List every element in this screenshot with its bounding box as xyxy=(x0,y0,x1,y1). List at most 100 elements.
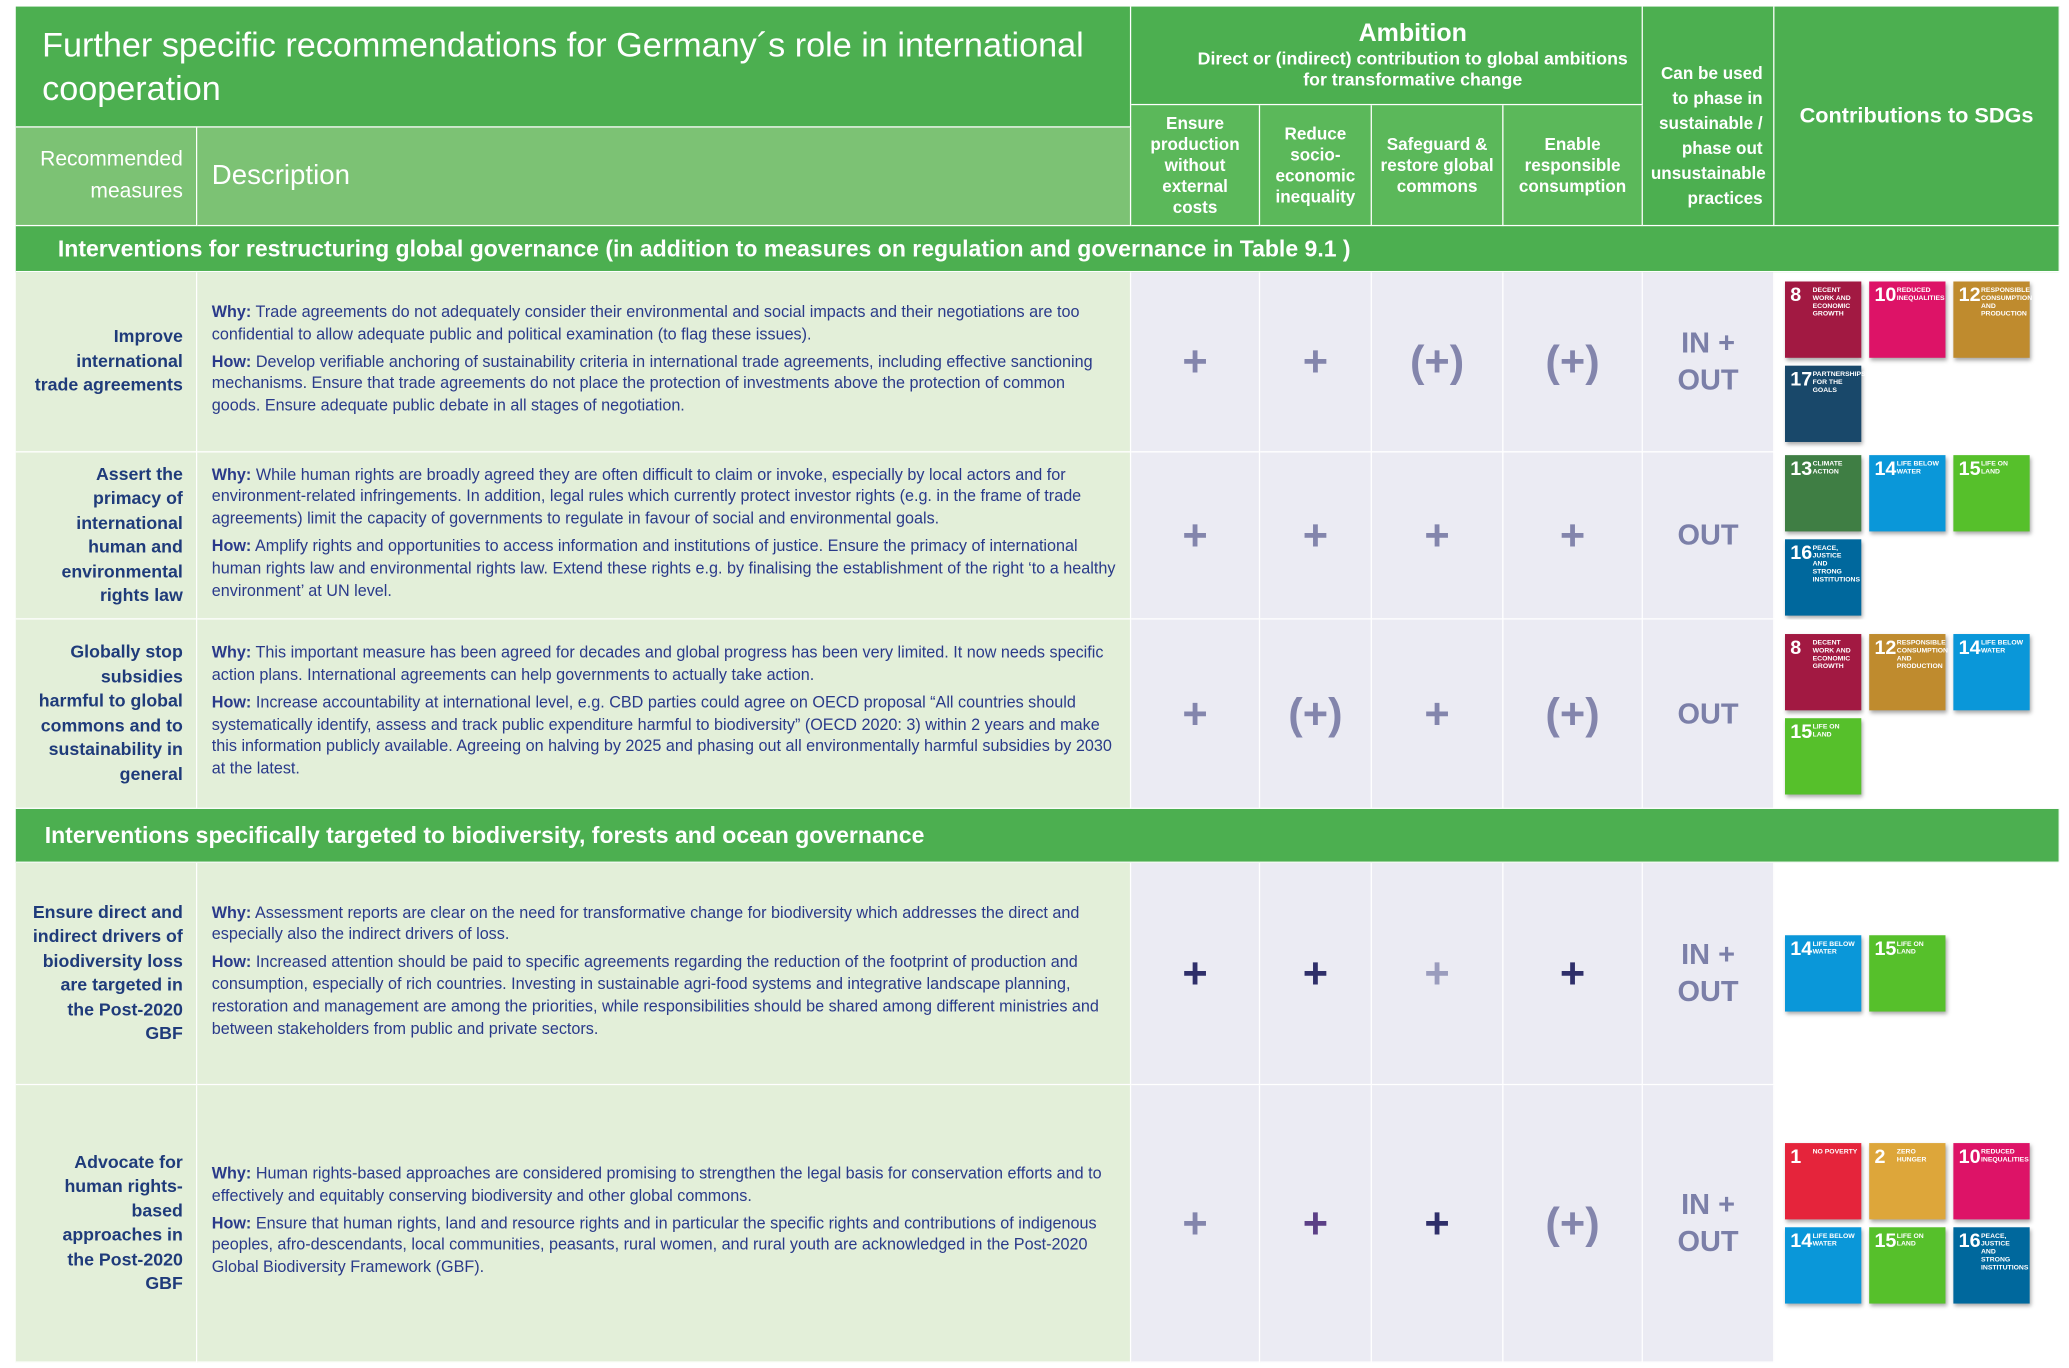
ambition-mark: (+) xyxy=(1409,336,1465,386)
sdg-number: 14 xyxy=(1958,635,1981,659)
ambition-cell: (+) xyxy=(1503,272,1643,453)
why-text: This important measure has been agreed f… xyxy=(211,643,1104,684)
ambition-column-label: Reduce socio-economic inequality xyxy=(1275,122,1356,206)
why-paragraph: Why: This important measure has been agr… xyxy=(212,642,1117,686)
phase-text: IN + OUT xyxy=(1677,326,1739,396)
why-paragraph: Why: While human rights are broadly agre… xyxy=(212,464,1117,530)
ambition-header: Ambition Direct or (indirect) contributio… xyxy=(1131,6,1643,106)
measure-cell: Improve international trade agreements xyxy=(15,272,198,453)
how-label: How: xyxy=(211,536,252,556)
sdg-number: 17 xyxy=(1790,368,1813,391)
how-label: How: xyxy=(211,952,252,972)
sdg-label: Contributions to SDGs xyxy=(1799,103,2034,127)
ambition-mark: + xyxy=(1302,336,1329,386)
ambition-cell: (+) xyxy=(1503,619,1643,809)
ambition-cell: + xyxy=(1371,1085,1504,1363)
sdg-tile: 15 LIFE ON LAND xyxy=(1953,455,2030,532)
ambition-mark: + xyxy=(1424,688,1450,738)
ambition-title: Ambition xyxy=(1358,19,1467,48)
sdg-tile: 17 PARTNERSHIPS FOR THE GOALS xyxy=(1784,365,1866,442)
how-text: Amplify rights and opportunities to acce… xyxy=(211,536,1116,600)
ambition-mark: + xyxy=(1424,948,1450,998)
why-label: Why: xyxy=(211,465,252,484)
sdg-tile: 15 LIFE ON LAND xyxy=(1869,1227,1946,1304)
measures-header: Recommended measures xyxy=(15,127,198,227)
ambition-column-header: Enable responsible consumption xyxy=(1503,105,1643,227)
ambition-mark: + xyxy=(1302,510,1329,560)
sdg-cell: 8 DECENT WORK AND ECONOMIC GROWTH 10 REDUCE… xyxy=(1774,272,2060,453)
sdg-label: NO POVERTY xyxy=(1812,1148,1858,1157)
why-label: Why: xyxy=(211,643,252,662)
description-cell: Why: This important measure has been agr… xyxy=(197,619,1132,809)
ambition-mark: (+) xyxy=(1288,688,1343,738)
phase-text: IN + OUT xyxy=(1677,1187,1739,1258)
sdg-number: 15 xyxy=(1958,457,1981,481)
how-paragraph: How: Develop verifiable anchoring of sus… xyxy=(212,351,1117,417)
sdg-tile: 12 RESPONSIBLE CONSUMPTION AND PRODUCTION xyxy=(1869,633,1948,710)
sdg-tile: 8 DECENT WORK AND ECONOMIC GROWTH xyxy=(1784,633,1862,710)
sdg-number: 14 xyxy=(1790,937,1813,961)
sdg-label: PEACE, JUSTICE AND STRONG INSTITUTIONS xyxy=(1980,1232,2029,1272)
ambition-cell: + xyxy=(1503,862,1643,1086)
measure-cell: Assert the primacy of international huma… xyxy=(15,452,198,620)
sdg-number: 14 xyxy=(1874,457,1897,481)
sdg-label: LIFE BELOW WATER xyxy=(1812,940,1855,957)
why-paragraph: Why: Human rights-based approaches are c… xyxy=(212,1163,1117,1207)
why-paragraph: Why: Trade agreements do not adequately … xyxy=(212,301,1117,345)
sdg-tile: 8 DECENT WORK AND ECONOMIC GROWTH xyxy=(1784,281,1862,358)
sdg-number: 12 xyxy=(1874,635,1897,659)
section-band: Interventions for restructuring global g… xyxy=(15,226,2060,273)
why-text: Trade agreements do not adequately consi… xyxy=(211,302,1080,344)
sdg-label: REDUCED INEQUALITIES xyxy=(1980,1148,2029,1165)
sdg-tile: 2 ZERO HUNGER xyxy=(1869,1143,1946,1220)
sdg-cell: 13 CLIMATE ACTION 14 LIFE BELOW WATER 15 LIFE… xyxy=(1774,452,2060,620)
ambition-cell: + xyxy=(1260,452,1372,620)
why-label: Why: xyxy=(211,1164,252,1183)
sdg-label: CLIMATE ACTION xyxy=(1812,460,1843,477)
phase-text: OUT xyxy=(1677,518,1739,552)
ambition-column-label: Ensure production without external costs xyxy=(1150,112,1240,217)
ambition-column-header: Ensure production without external costs xyxy=(1131,105,1261,227)
why-label: Why: xyxy=(211,903,252,922)
ambition-mark: + xyxy=(1182,688,1208,738)
sdg-label: LIFE BELOW WATER xyxy=(1812,1232,1855,1249)
measure-text: Advocate for human rights-based approach… xyxy=(62,1151,183,1294)
sdg-header: Contributions to SDGs xyxy=(1774,6,2060,227)
description-header: Description xyxy=(197,127,1132,227)
sdg-label: LIFE ON LAND xyxy=(1896,940,1924,957)
sdg-number: 15 xyxy=(1790,720,1813,743)
ambition-mark: (+) xyxy=(1545,1198,1600,1247)
how-text: Increased attention should be paid to sp… xyxy=(211,952,1099,1038)
sdg-label: LIFE BELOW WATER xyxy=(1896,460,1939,477)
phase-cell: IN + OUT xyxy=(1642,272,1775,453)
ambition-cell: + xyxy=(1131,619,1261,809)
sdg-number: 16 xyxy=(1790,541,1813,565)
measure-cell: Globally stop subsidies harmful to globa… xyxy=(15,619,198,809)
sdg-label: DECENT WORK AND ECONOMIC GROWTH xyxy=(1812,638,1851,671)
how-paragraph: How: Increased attention should be paid … xyxy=(212,951,1117,1039)
ambition-mark: + xyxy=(1559,948,1586,998)
sdg-tile: 15 LIFE ON LAND xyxy=(1784,717,1862,794)
sdg-tile: 14 LIFE BELOW WATER xyxy=(1784,935,1862,1012)
ambition-mark: + xyxy=(1302,1198,1329,1247)
ambition-column-label: Enable responsible consumption xyxy=(1518,133,1627,196)
measure-text: Assert the primacy of international huma… xyxy=(61,463,183,606)
sdg-number: 8 xyxy=(1790,284,1802,307)
ambition-mark: (+) xyxy=(1545,688,1600,738)
sdg-number: 14 xyxy=(1790,1229,1813,1253)
sdg-label: PEACE, JUSTICE AND STRONG INSTITUTIONS xyxy=(1812,544,1861,585)
header-title-cell: Further specific recommendations for Ger… xyxy=(15,6,1132,128)
ambition-cell: + xyxy=(1260,862,1372,1086)
sdg-tile: 10 REDUCED INEQUALITIES xyxy=(1869,281,1946,358)
why-text: Assessment reports are clear on the need… xyxy=(211,903,1080,944)
ambition-mark: (+) xyxy=(1545,336,1600,386)
ambition-cell: + xyxy=(1131,272,1261,453)
sdg-tile: 12 RESPONSIBLE CONSUMPTION AND PRODUCTION xyxy=(1953,281,2032,358)
ambition-mark: + xyxy=(1302,948,1329,998)
why-text: While human rights are broadly agreed th… xyxy=(211,465,1082,528)
sdg-label: LIFE BELOW WATER xyxy=(1980,638,2024,655)
sdg-tile: 1 NO POVERTY xyxy=(1784,1143,1862,1220)
ambition-cell: + xyxy=(1131,1085,1261,1363)
sdg-label: ZERO HUNGER xyxy=(1896,1148,1927,1165)
